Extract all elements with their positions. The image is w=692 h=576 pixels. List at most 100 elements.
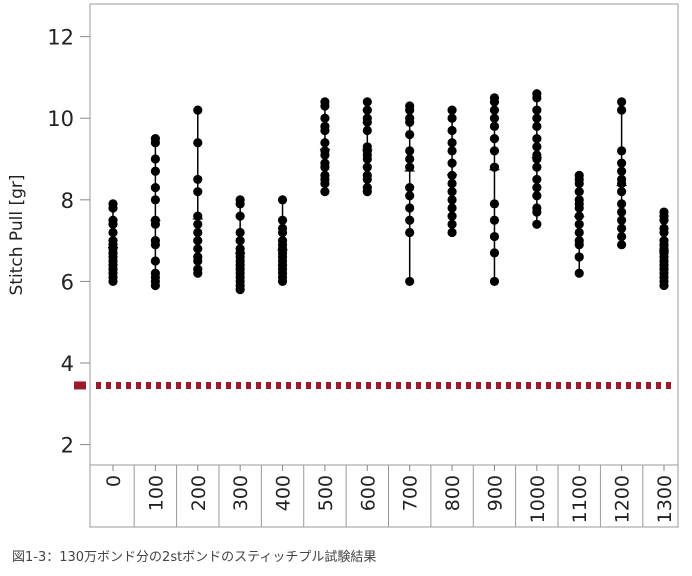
data-point xyxy=(362,125,372,136)
x-tick-label: 600 xyxy=(357,475,379,511)
reference-line xyxy=(74,381,672,390)
data-point xyxy=(362,187,372,197)
data-point xyxy=(235,227,245,238)
data-point xyxy=(193,105,203,115)
y-axis: 2 4 6 8 10 12 xyxy=(47,26,90,458)
data-point xyxy=(193,244,203,254)
data-point xyxy=(617,158,627,168)
data-point xyxy=(320,138,330,148)
data-point xyxy=(193,138,203,148)
data-point xyxy=(489,231,500,242)
data-point xyxy=(447,203,457,213)
data-point xyxy=(277,227,288,238)
stitch-pull-chart: 2 4 6 8 10 12 0 100 200 300 400 500 600 700 800 900 100… xyxy=(7,3,679,528)
data-point xyxy=(193,268,203,278)
data-point xyxy=(405,203,415,213)
data-point xyxy=(362,97,372,107)
data-point xyxy=(617,223,627,233)
data-point xyxy=(320,101,330,111)
data-point xyxy=(574,211,584,221)
data-point xyxy=(617,231,627,242)
data-point xyxy=(320,125,330,136)
data-point xyxy=(235,199,245,209)
data-point xyxy=(532,121,542,131)
data-point xyxy=(405,146,415,156)
data-point xyxy=(447,125,457,136)
x-tick-label: 900 xyxy=(484,475,506,511)
data-point xyxy=(320,150,330,160)
data-point xyxy=(617,178,627,189)
data-point xyxy=(405,191,415,201)
data-point xyxy=(659,215,669,225)
data-point xyxy=(150,280,160,291)
data-point xyxy=(574,203,584,213)
data-point xyxy=(532,219,542,229)
x-tick-label: 1300 xyxy=(654,475,676,523)
y-axis-label: Stitch Pull [gr] xyxy=(7,175,27,296)
data-point xyxy=(193,256,203,266)
x-tick-label: 700 xyxy=(400,475,422,511)
data-point xyxy=(489,121,500,131)
data-point xyxy=(193,211,203,221)
data-point xyxy=(617,166,627,176)
data-point xyxy=(405,105,415,115)
y-tick-label: 8 xyxy=(61,189,74,213)
data-point xyxy=(277,195,288,205)
data-point xyxy=(235,236,245,246)
data-point xyxy=(150,182,160,193)
x-tick-label: 200 xyxy=(188,475,210,511)
data-point xyxy=(574,219,584,229)
data-point xyxy=(320,187,330,197)
data-point xyxy=(617,146,627,156)
data-point xyxy=(108,219,118,229)
x-tick-label: 100 xyxy=(145,475,167,511)
data-point xyxy=(193,187,203,197)
data-point xyxy=(108,203,118,213)
data-point xyxy=(150,256,160,266)
x-tick-label: 1100 xyxy=(569,475,591,523)
y-tick-label: 10 xyxy=(47,107,74,131)
x-tick-label: 400 xyxy=(273,475,295,511)
data-point xyxy=(405,227,415,238)
data-point xyxy=(193,219,203,229)
data-point xyxy=(405,154,415,164)
x-axis-frame xyxy=(89,464,679,528)
data-point xyxy=(150,195,160,205)
data-point xyxy=(447,105,457,115)
data-point xyxy=(574,240,584,250)
data-point xyxy=(574,252,584,262)
data-point xyxy=(150,219,160,229)
data-point xyxy=(532,207,542,217)
data-point xyxy=(532,142,542,152)
data-point xyxy=(320,162,330,172)
data-point xyxy=(405,117,415,127)
data-point xyxy=(447,158,457,168)
data-point xyxy=(489,199,500,209)
data-point xyxy=(617,207,627,217)
data-points xyxy=(108,89,669,295)
data-point xyxy=(489,105,500,115)
data-point xyxy=(235,284,245,295)
x-tick-label: 300 xyxy=(230,475,252,511)
data-point xyxy=(362,162,372,172)
data-point xyxy=(405,276,415,287)
data-point xyxy=(447,195,457,205)
plot-frame xyxy=(89,3,679,466)
figure-caption: 図1-3：130万ボンド分の2stボンドのスティッチプル試験結果 xyxy=(12,550,377,565)
data-point xyxy=(193,236,203,246)
data-point xyxy=(574,187,584,197)
data-point xyxy=(150,240,160,250)
data-point xyxy=(405,215,415,225)
data-point xyxy=(447,211,457,221)
data-point xyxy=(489,215,500,225)
data-point xyxy=(532,134,542,144)
data-point xyxy=(617,240,627,250)
data-point xyxy=(489,248,500,258)
data-point xyxy=(489,97,500,107)
data-point xyxy=(447,170,457,180)
data-point xyxy=(150,154,160,164)
data-point xyxy=(617,97,627,107)
data-point xyxy=(532,162,542,172)
data-point xyxy=(532,174,542,185)
y-tick-label: 2 xyxy=(61,434,74,458)
